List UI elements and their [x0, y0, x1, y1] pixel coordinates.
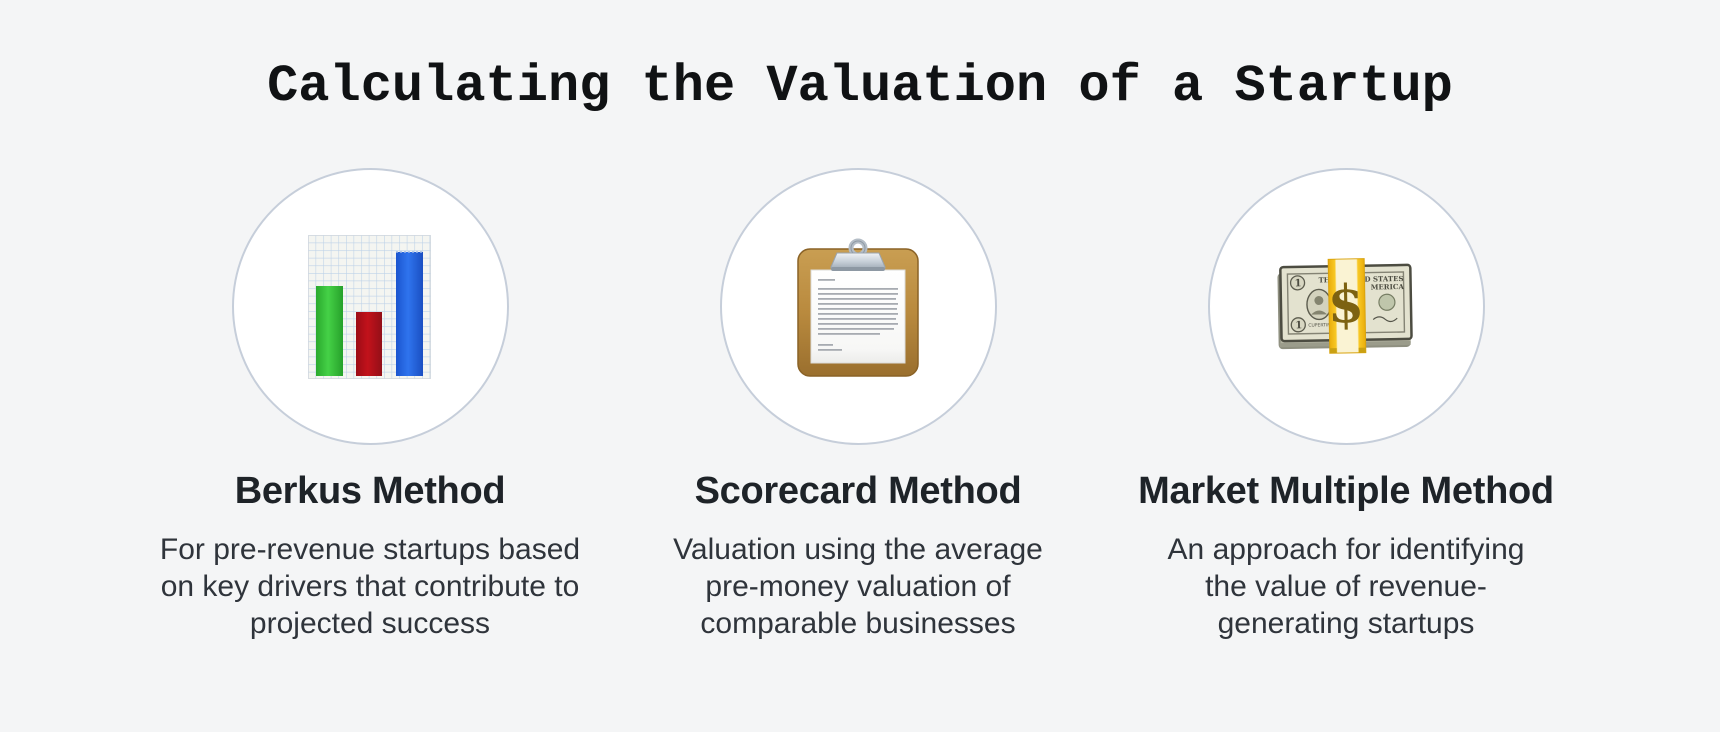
- description-line: An approach for identifying: [1167, 532, 1525, 566]
- description-line: projected success: [249, 606, 491, 640]
- svg-text:1: 1: [1294, 278, 1301, 289]
- svg-text:CUPERTINO: CUPERTINO: [1308, 322, 1334, 328]
- icon-circle-scorecard: [719, 168, 997, 445]
- card-description: For pre-revenue startups based on key dr…: [160, 531, 580, 642]
- card-heading: Scorecard Method: [694, 470, 1022, 512]
- description-line: the value of revenue-: [1205, 569, 1487, 603]
- card-berkus-method: Berkus Method For pre-revenue startups b…: [126, 168, 614, 642]
- bar-chart-icon: [308, 234, 432, 379]
- card-heading: Berkus Method: [234, 470, 506, 512]
- card-description: Valuation using the average pre-money va…: [673, 531, 1043, 642]
- methods-row: Berkus Method For pre-revenue startups b…: [126, 168, 1590, 642]
- icon-circle-market-multiple: THE UNITED STATES 1 1 CUPERTINO MERICA: [1207, 168, 1485, 445]
- page-title: Calculating the Valuation of a Startup: [267, 57, 1453, 116]
- svg-text:$: $: [1327, 273, 1364, 335]
- description-line: Valuation using the average: [673, 532, 1043, 566]
- card-market-multiple-method: THE UNITED STATES 1 1 CUPERTINO MERICA: [1102, 168, 1590, 642]
- card-description: An approach for identifying the value of…: [1168, 531, 1525, 642]
- card-heading: Market Multiple Method: [1138, 470, 1554, 512]
- description-line: comparable businesses: [700, 606, 1016, 640]
- svg-text:MERICA: MERICA: [1371, 281, 1405, 291]
- description-line: on key drivers that contribute to: [160, 569, 580, 603]
- money-stack-icon: THE UNITED STATES 1 1 CUPERTINO MERICA: [1275, 257, 1417, 356]
- description-line: For pre-revenue startups based: [159, 532, 581, 566]
- icon-circle-berkus: [231, 168, 509, 445]
- description-line: pre-money valuation of: [705, 569, 1011, 603]
- card-scorecard-method: Scorecard Method Valuation using the ave…: [614, 168, 1102, 642]
- svg-text:1: 1: [1295, 320, 1302, 331]
- description-line: generating startups: [1217, 606, 1475, 640]
- clipboard-icon: [797, 236, 919, 378]
